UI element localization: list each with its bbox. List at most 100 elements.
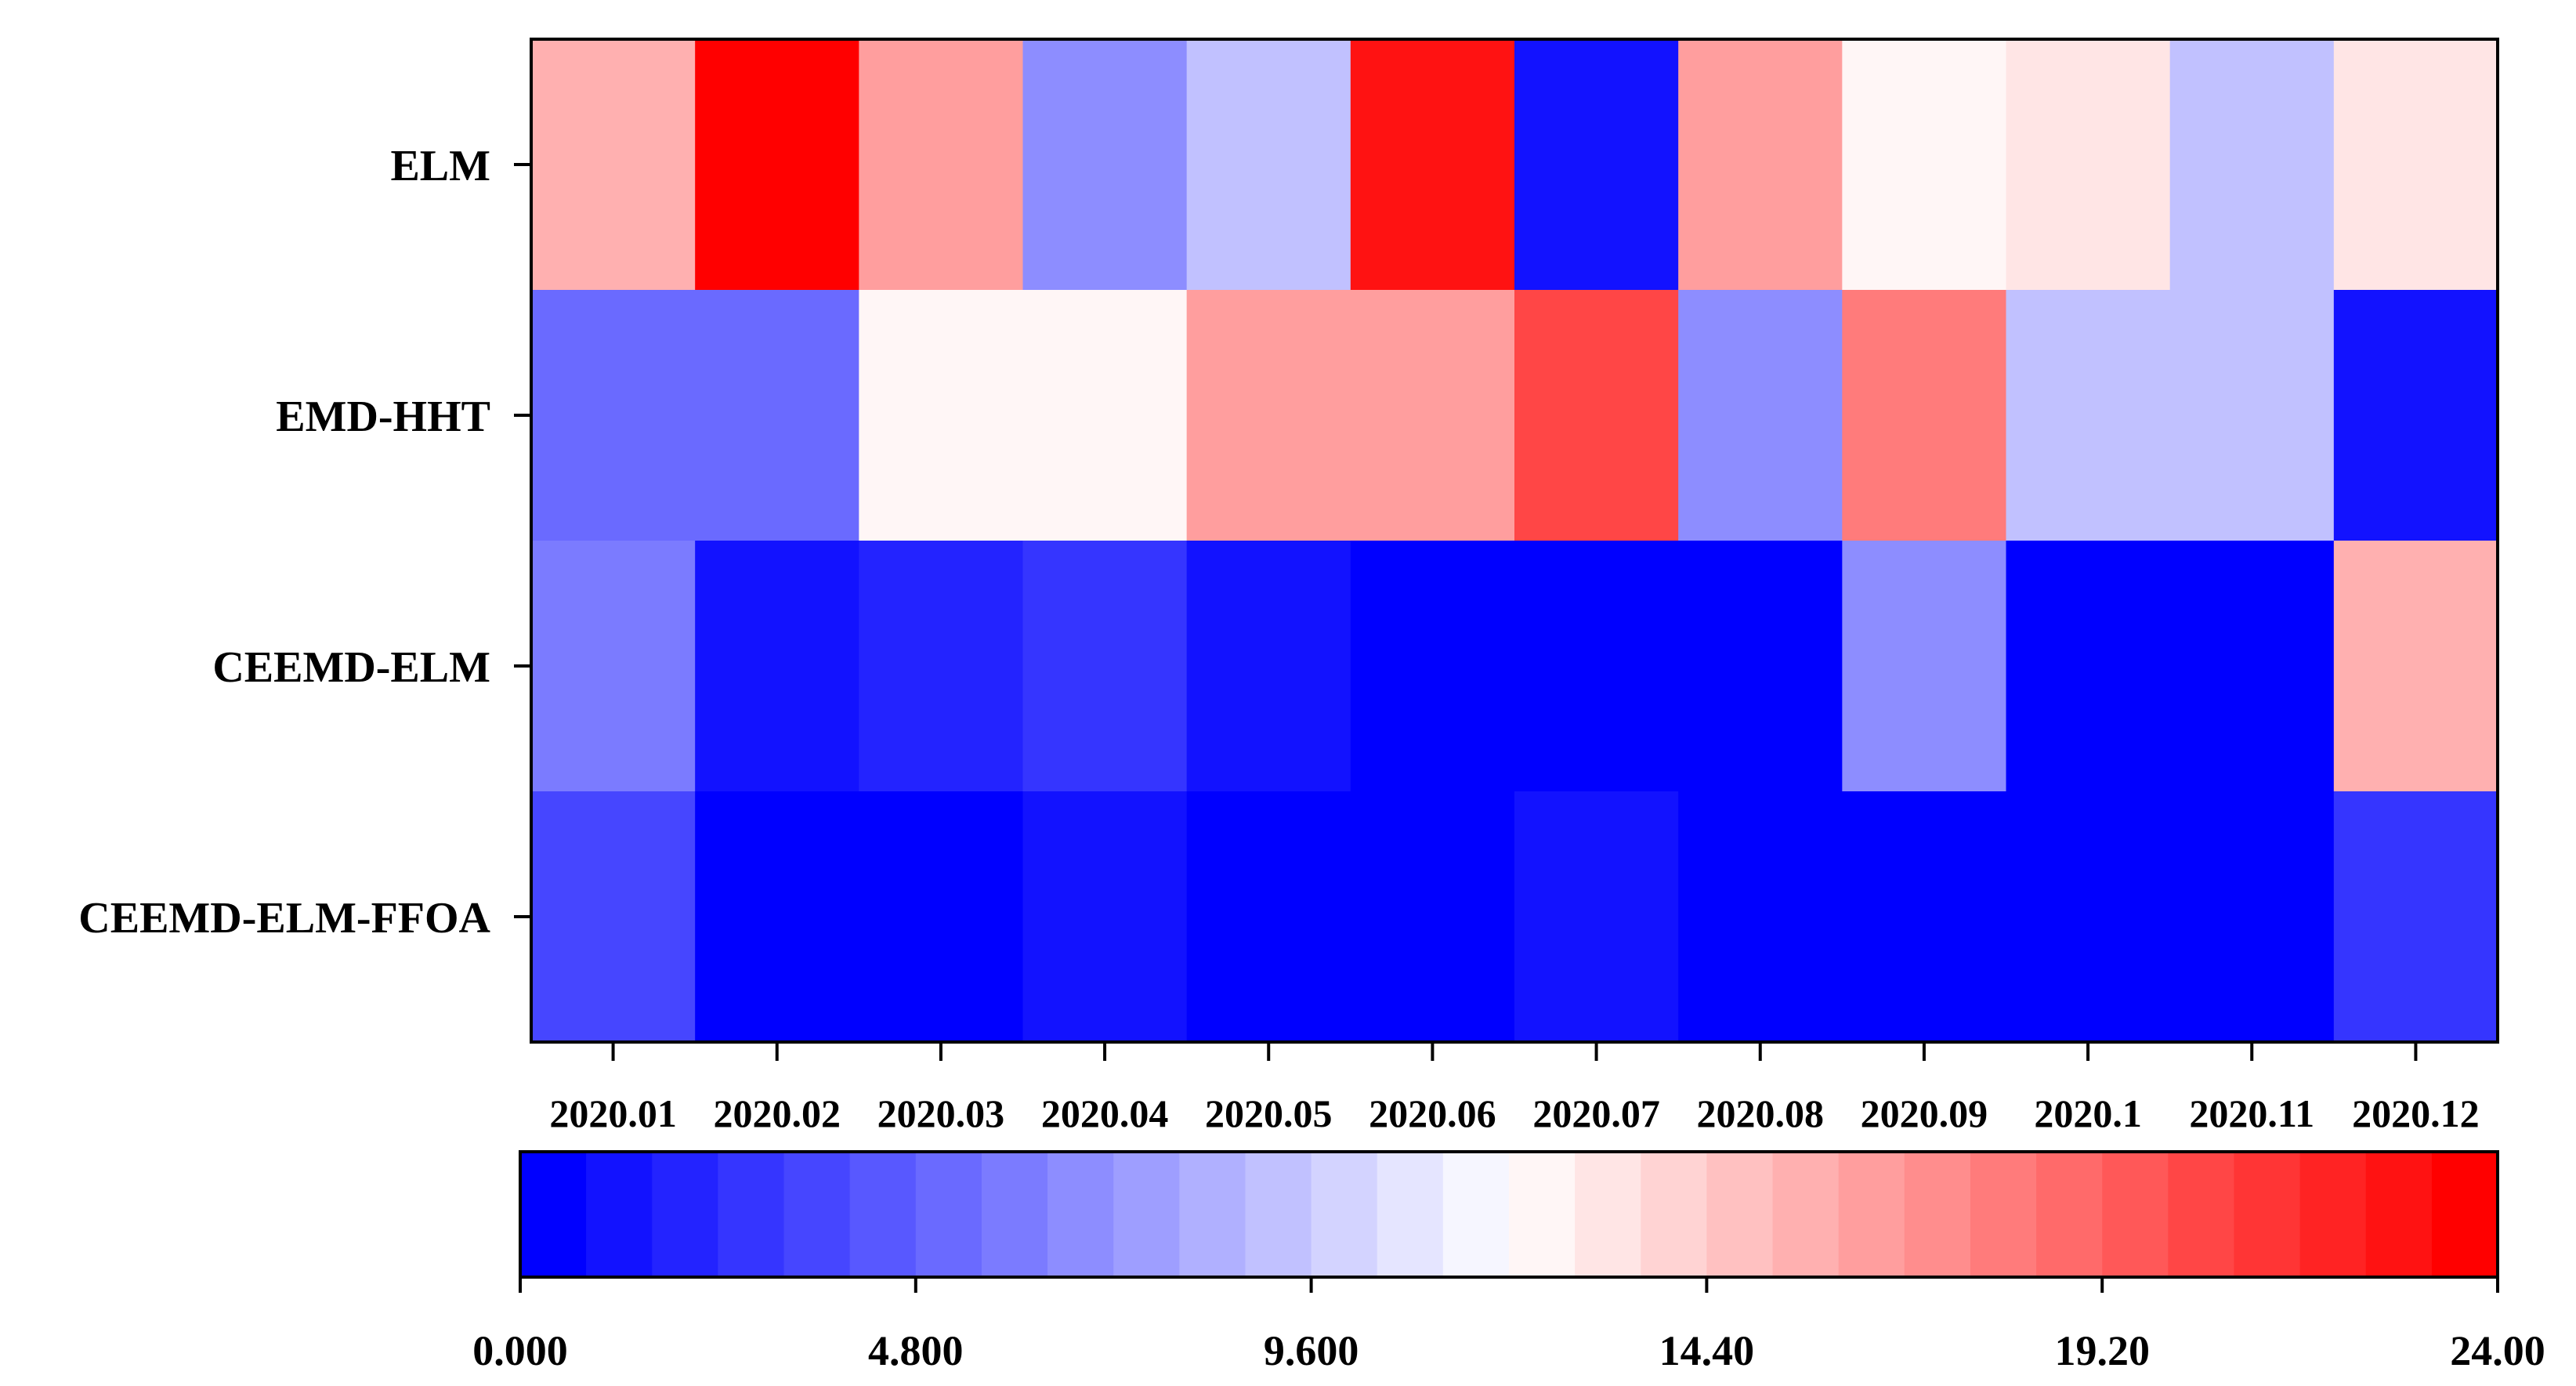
colorbar-segment	[1047, 1152, 1114, 1277]
heatmap-cell	[859, 541, 1024, 792]
x-tick-label: 2020.1	[2034, 1091, 2142, 1135]
heatmap-cell	[531, 290, 696, 541]
heatmap-cells	[531, 39, 2498, 1043]
colorbar-segment	[520, 1152, 587, 1277]
colorbar-tick-label: 9.600	[1264, 1327, 1359, 1374]
heatmap-cell	[2333, 39, 2498, 291]
heatmap-cell	[1842, 791, 2007, 1043]
heatmap-cell	[695, 791, 860, 1043]
heatmap-cell	[859, 39, 1024, 291]
heatmap-cell	[1842, 290, 2007, 541]
colorbar-segment	[1706, 1152, 1774, 1277]
heatmap-cell	[1350, 290, 1515, 541]
x-tick-label: 2020.02	[714, 1091, 841, 1135]
colorbar-tick-label: 24.00	[2450, 1327, 2545, 1374]
heatmap-cell	[2333, 541, 2498, 792]
colorbar: 0.000 4.800 9.600 14.40 19.20 24.00	[472, 1150, 2545, 1374]
colorbar-segment	[783, 1152, 851, 1277]
colorbar-tick-label: 19.20	[2054, 1327, 2150, 1374]
heatmap-cell	[2006, 541, 2171, 792]
heatmap-cell	[1514, 39, 1679, 291]
colorbar-segment	[1641, 1152, 1708, 1277]
heatmap-cell	[2169, 541, 2335, 792]
heatmap-cell	[1186, 541, 1351, 792]
colorbar-segment	[1509, 1152, 1576, 1277]
heatmap-cell	[531, 541, 696, 792]
heatmap-cell	[531, 39, 696, 291]
colorbar-segment	[915, 1152, 982, 1277]
heatmap-cell	[2006, 791, 2171, 1043]
x-tick-label: 2020.05	[1205, 1091, 1333, 1135]
heatmap-cell	[695, 541, 860, 792]
heatmap-cell	[1678, 39, 1843, 291]
colorbar-segment	[2036, 1152, 2103, 1277]
colorbar-segment	[2168, 1152, 2235, 1277]
heatmap-cell	[1022, 39, 1188, 291]
colorbar-segment	[652, 1152, 719, 1277]
y-tick-label: CEEMD-ELM	[212, 643, 490, 692]
x-tick-label: 2020.01	[549, 1091, 677, 1135]
heatmap-cell	[2169, 290, 2335, 541]
heatmap-cell	[1022, 541, 1188, 792]
colorbar-segment	[1904, 1152, 1971, 1277]
colorbar-segment	[1311, 1152, 1378, 1277]
colorbar-frame	[519, 1150, 2499, 1279]
colorbar-segment	[1970, 1152, 2037, 1277]
colorbar-segment	[718, 1152, 785, 1277]
heatmap-cell	[2006, 39, 2171, 291]
x-tick-label: 2020.08	[1697, 1091, 1825, 1135]
y-tick-label: ELM	[390, 142, 490, 190]
heatmap-cell	[1350, 39, 1515, 291]
heatmap-cell	[1350, 791, 1515, 1043]
heatmap-cell	[2333, 791, 2498, 1043]
colorbar-tick-label: 14.40	[1659, 1327, 1755, 1374]
colorbar-segment	[1113, 1152, 1181, 1277]
colorbar-segment	[2299, 1152, 2367, 1277]
colorbar-segment	[1442, 1152, 1510, 1277]
heatmap-cell	[2333, 290, 2498, 541]
x-tick-label: 2020.04	[1041, 1091, 1169, 1135]
heatmap-cell	[695, 290, 860, 541]
heatmap-cell	[695, 39, 860, 291]
x-tick-label: 2020.12	[2352, 1091, 2480, 1135]
colorbar-segment	[1575, 1152, 1642, 1277]
x-tick-label: 2020.09	[1861, 1091, 1988, 1135]
x-tick-label: 2020.07	[1532, 1091, 1660, 1135]
x-tick-label: 2020.06	[1369, 1091, 1496, 1135]
heatmap-cell	[531, 791, 696, 1043]
heatmap-cell	[1514, 791, 1679, 1043]
colorbar-segment	[586, 1152, 653, 1277]
colorbar-segment	[981, 1152, 1048, 1277]
heatmap-cell	[1678, 541, 1843, 792]
heatmap-cell	[1186, 791, 1351, 1043]
heatmap-cell	[1186, 290, 1351, 541]
colorbar-segment	[2234, 1152, 2301, 1277]
heatmap-cell	[2169, 791, 2335, 1043]
colorbar-segment	[1179, 1152, 1246, 1277]
x-axis: 2020.01 2020.02 2020.03 2020.04 2020.05 2020.…	[549, 1042, 2480, 1135]
heatmap-cell	[2169, 39, 2335, 291]
y-axis: ELM EMD-HHT CEEMD-ELM CEEMD-ELM-FFOA	[78, 142, 531, 943]
y-tick-label: CEEMD-ELM-FFOA	[78, 894, 490, 943]
heatmap-cell	[1842, 541, 2007, 792]
heatmap-cell	[1022, 791, 1188, 1043]
heatmap-cell	[1186, 39, 1351, 291]
colorbar-segment	[1245, 1152, 1312, 1277]
heatmap-cell	[1514, 290, 1679, 541]
colorbar-segment	[1377, 1152, 1444, 1277]
heatmap-cell	[1678, 290, 1843, 541]
heatmap-cell	[2006, 290, 2171, 541]
y-tick-label: EMD-HHT	[276, 393, 490, 441]
x-tick-label: 2020.03	[877, 1091, 1005, 1135]
plot-frame	[530, 38, 2499, 1044]
heatmap-cell	[1678, 791, 1843, 1043]
colorbar-segment	[2102, 1152, 2169, 1277]
heatmap-cell	[859, 290, 1024, 541]
heatmap-cell	[859, 791, 1024, 1043]
colorbar-tick-label: 4.800	[868, 1327, 964, 1374]
colorbar-segment	[1838, 1152, 1905, 1277]
heatmap-cell	[1022, 290, 1188, 541]
heatmap-cell	[1514, 541, 1679, 792]
